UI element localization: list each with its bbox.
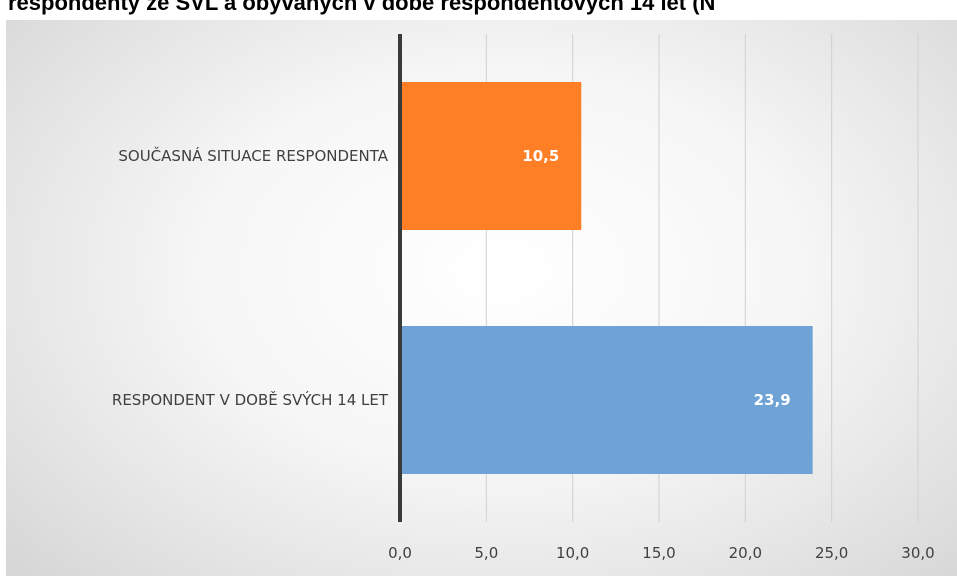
x-tick-label: 30,0: [901, 544, 934, 562]
chart-title: respondenty ze SVL a obyvaných v době re…: [8, 0, 716, 15]
x-tick-label: 10,0: [556, 544, 589, 562]
x-tick-label: 0,0: [388, 544, 412, 562]
bar: [400, 326, 813, 474]
bar: [400, 82, 582, 230]
x-tick-label: 5,0: [474, 544, 498, 562]
x-tick-label: 20,0: [729, 544, 762, 562]
data-label: 10,5: [522, 147, 559, 165]
category-label: SOUČASNÁ SITUACE RESPONDENTA: [118, 146, 388, 165]
x-tick-label: 25,0: [815, 544, 848, 562]
x-tick-label: 15,0: [642, 544, 675, 562]
category-label: RESPONDENT V DOBĚ SVÝCH 14 LET: [112, 390, 389, 409]
data-label: 23,9: [754, 391, 791, 409]
